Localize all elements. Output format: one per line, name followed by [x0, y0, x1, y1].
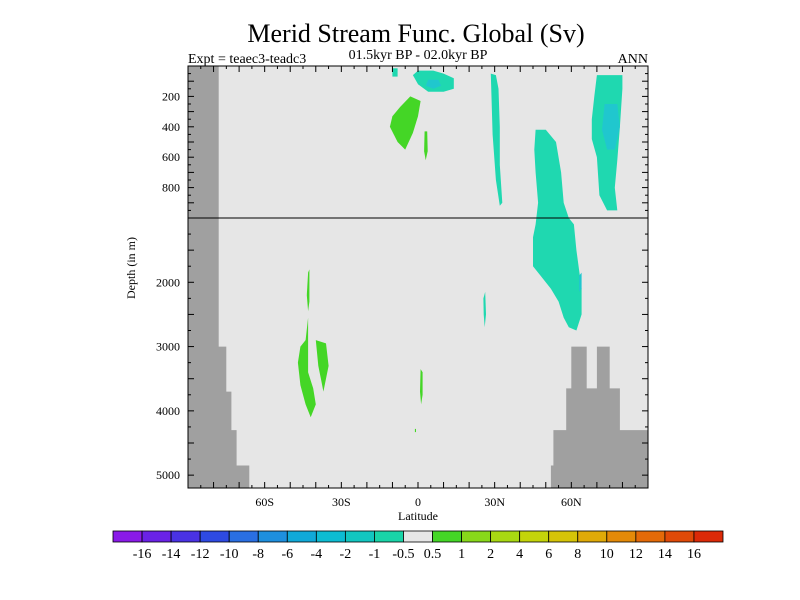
- colorbar-swatch: [344, 530, 375, 543]
- x-tick-label: 60S: [255, 495, 274, 509]
- y-tick-label: 200: [162, 89, 180, 103]
- colorbar-label: -8: [252, 547, 264, 562]
- colorbar-label: -0.5: [392, 547, 414, 562]
- contour-region-15: [414, 428, 416, 433]
- colorbar-label: 10: [600, 547, 614, 562]
- time-period-label: 01.5kyr BP - 02.0kyr BP: [349, 48, 488, 63]
- contour-region-5: [490, 73, 503, 206]
- y-tick-label: 3000: [156, 340, 180, 354]
- colorbar-swatch: [112, 530, 143, 543]
- colorbar-label: 0.5: [424, 547, 442, 562]
- colorbar-label: -12: [191, 547, 210, 562]
- colorbar-label: 4: [516, 547, 523, 562]
- colorbar-label: -10: [220, 547, 239, 562]
- colorbar-label: 12: [629, 547, 643, 562]
- colorbar-label: 8: [574, 547, 581, 562]
- x-tick-label: 30N: [484, 495, 505, 509]
- colorbar-swatch: [374, 530, 404, 543]
- colorbar-swatch: [141, 530, 172, 543]
- colorbar-label: 2: [487, 547, 494, 562]
- experiment-label: Expt = teaec3-teadc3: [188, 52, 306, 67]
- y-tick-label: 800: [162, 181, 180, 195]
- land-mask-2: [550, 346, 648, 488]
- colorbar-label: -14: [162, 547, 181, 562]
- colorbar-swatch: [490, 530, 521, 543]
- colorbar-swatch: [286, 530, 317, 543]
- colorbar-label: 6: [545, 547, 552, 562]
- contour-region-3: [425, 79, 441, 89]
- colorbar-label: 1: [458, 547, 465, 562]
- colorbar-label: -4: [310, 547, 322, 562]
- colorbar-swatch: [693, 530, 724, 543]
- contour-region-1: [424, 131, 428, 161]
- colorbar-label: -16: [133, 547, 152, 562]
- colorbar-swatch: [199, 530, 230, 543]
- colorbar-swatch: [461, 530, 492, 543]
- chart-title: Merid Stream Func. Global (Sv): [247, 19, 584, 48]
- colorbar-swatch: [548, 530, 579, 543]
- colorbar-swatch: [257, 530, 288, 543]
- colorbar-swatch: [403, 530, 433, 543]
- colorbar-swatch: [606, 530, 637, 543]
- colorbar-swatch: [519, 530, 550, 543]
- x-tick-label: 30S: [332, 495, 351, 509]
- colorbar-swatch: [664, 530, 695, 543]
- contour-region-11: [297, 317, 316, 418]
- contour-region-0: [389, 96, 421, 150]
- contour-regions: [297, 68, 623, 433]
- axis-tick-labels: 60S 30S 0 30N 60N 200 400 600 800 2000 3000 4000 500…: [156, 89, 582, 509]
- land-mask-0: [188, 66, 219, 218]
- y-tick-label: 2000: [156, 275, 180, 289]
- y-tick-label: 400: [162, 120, 180, 134]
- colorbar: -16 -14 -12 -10 -8 -6 -4 -2 -1 -0.5 0.5 1 2 4 6 8 10 12 14…: [112, 530, 724, 562]
- colorbar-label: 14: [658, 547, 672, 562]
- contour-region-13: [315, 340, 329, 392]
- land-mask-1: [188, 218, 250, 488]
- colorbar-label: 16: [687, 547, 701, 562]
- contour-region-14: [420, 369, 423, 405]
- y-tick-label: 600: [162, 150, 180, 164]
- y-axis-label: Depth (in m): [124, 237, 138, 299]
- x-tick-label: 60N: [561, 495, 582, 509]
- colorbar-label: -6: [281, 547, 293, 562]
- topography-mask: [188, 66, 648, 488]
- plot-area: [187, 65, 649, 489]
- contour-region-7: [579, 272, 582, 292]
- x-tick-label: 0: [415, 495, 421, 509]
- contour-region-6: [533, 129, 582, 331]
- contour-region-4: [392, 68, 398, 77]
- contour-region-9: [602, 104, 620, 150]
- colorbar-swatch: [577, 530, 608, 543]
- colorbar-swatch: [432, 530, 462, 543]
- colorbar-swatch: [635, 530, 666, 543]
- contour-region-10: [483, 291, 486, 328]
- x-axis-label: Latitude: [398, 509, 438, 523]
- y-tick-label: 5000: [156, 468, 180, 482]
- contour-region-12: [306, 269, 310, 312]
- colorbar-label: -2: [340, 547, 352, 562]
- y-tick-label: 4000: [156, 404, 180, 418]
- axis-ticks: [187, 65, 649, 488]
- colorbar-swatch: [170, 530, 201, 543]
- colorbar-swatch: [315, 530, 346, 543]
- colorbar-swatch: [228, 530, 259, 543]
- colorbar-label: -1: [369, 547, 381, 562]
- season-label: ANN: [618, 52, 648, 67]
